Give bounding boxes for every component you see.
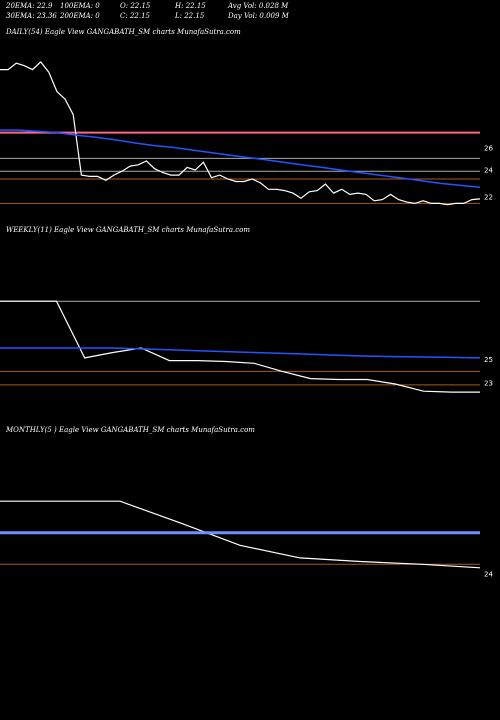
daily-y-tick-label: 24 bbox=[484, 166, 493, 174]
day-vol-value: Day Vol: 0.009 M bbox=[228, 12, 289, 20]
daily-y-tick-label: 26 bbox=[484, 145, 493, 153]
daily-panel-title: DAILY(54) Eagle View GANGABATH_SM charts… bbox=[6, 28, 241, 36]
weekly-ema-line bbox=[0, 347, 481, 359]
ema20-value: 20EMA: 22.9 bbox=[6, 2, 53, 10]
daily-y-tick-label: 22 bbox=[484, 193, 493, 201]
weekly-price-line bbox=[0, 300, 480, 393]
close-value: C: 22.15 bbox=[120, 12, 150, 20]
monthly-panel-title: MONTHLY(5 ) Eagle View GANGABATH_SM char… bbox=[6, 426, 255, 434]
weekly-y-tick-label: 23 bbox=[484, 380, 493, 388]
high-value: H: 22.15 bbox=[175, 2, 206, 10]
low-value: L: 22.15 bbox=[175, 12, 205, 20]
ema30-value: 30EMA: 23.36 bbox=[6, 12, 57, 20]
open-value: O: 22.15 bbox=[120, 2, 151, 10]
weekly-panel-title: WEEKLY(11) Eagle View GANGABATH_SM chart… bbox=[6, 226, 250, 234]
ema100-value: 100EMA: 0 bbox=[60, 2, 100, 10]
monthly-y-tick-label: 24 bbox=[484, 571, 493, 579]
daily-price-line bbox=[0, 61, 481, 206]
monthly-price-line bbox=[0, 500, 481, 569]
avg-vol-value: Avg Vol: 0.028 M bbox=[228, 2, 289, 10]
daily-ema-line bbox=[0, 129, 481, 189]
weekly-y-tick-label: 25 bbox=[484, 356, 493, 364]
ema200-value: 200EMA: 0 bbox=[60, 12, 100, 20]
